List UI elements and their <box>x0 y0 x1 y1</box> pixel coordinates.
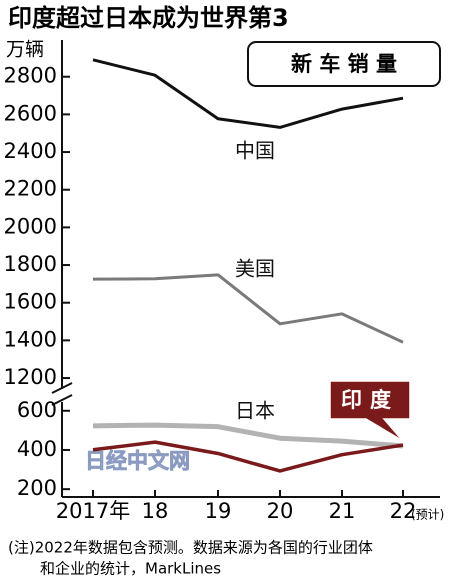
watermark: 日经中文网 <box>85 449 190 473</box>
footnote: (注)2022年数据包含预测。数据来源为各国的行业团体 <box>8 539 373 557</box>
panel-label: 新 车 销 量 <box>291 52 397 76</box>
series-line <box>92 273 404 344</box>
x-tick-label: 2017年 <box>56 499 130 523</box>
y-tick-label: 1600 <box>4 290 57 314</box>
x-tick-label: 19 <box>205 499 232 523</box>
series-label: 中国 <box>235 139 275 163</box>
y-tick-label: 2800 <box>4 64 57 88</box>
y-unit: 万辆 <box>6 39 44 61</box>
y-tick-label: 1800 <box>4 252 57 276</box>
footnote: 和企业的统计，MarkLines <box>40 560 221 578</box>
panel-label-box <box>247 41 441 87</box>
x-note: (预计) <box>411 508 444 522</box>
x-tick-label: 20 <box>267 499 294 523</box>
series-line <box>92 422 404 449</box>
y-tick-label: 1400 <box>4 327 57 351</box>
y-tick-label: 200 <box>17 476 57 500</box>
y-tick-label: 400 <box>17 437 57 461</box>
series-label: 印度 <box>341 388 399 412</box>
series-label: 日本 <box>235 399 275 423</box>
axis-break <box>51 394 73 406</box>
x-tick-label: 21 <box>329 499 356 523</box>
chart-title: 印度超过日本成为世界第3 <box>8 4 289 32</box>
x-tick-label: 18 <box>142 499 169 523</box>
y-tick-label: 2400 <box>4 139 57 163</box>
label-box <box>329 380 411 442</box>
y-tick-label: 2200 <box>4 177 57 201</box>
y-tick-label: 2600 <box>4 101 57 125</box>
y-tick-label: 1200 <box>4 365 57 389</box>
y-tick-label: 600 <box>17 398 57 422</box>
series-line <box>92 58 404 129</box>
axis-break <box>51 382 73 394</box>
x-tick-label: 22 <box>390 499 417 523</box>
y-tick-label: 2000 <box>4 214 57 238</box>
series-label: 美国 <box>235 257 275 281</box>
series-line <box>92 440 404 473</box>
